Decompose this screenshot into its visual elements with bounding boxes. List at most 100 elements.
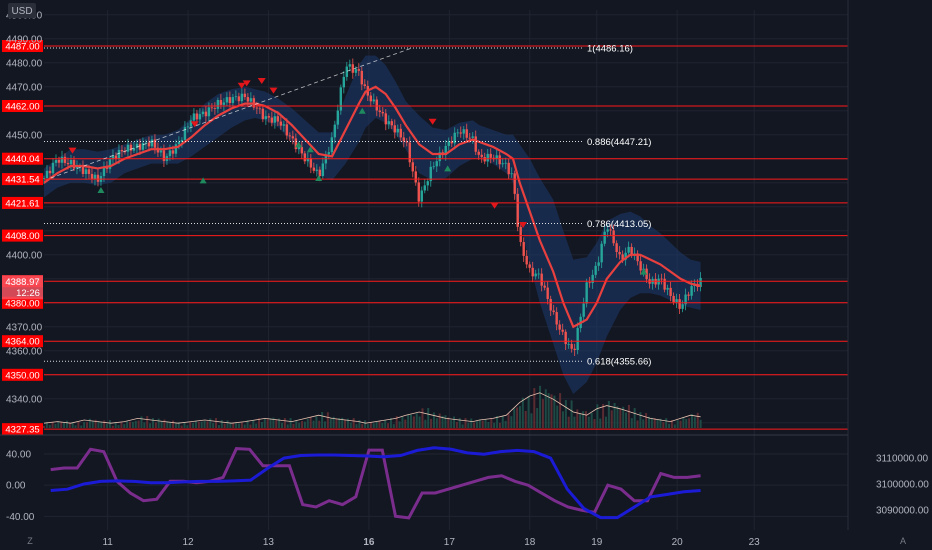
candle[interactable]: [192, 113, 196, 121]
fibonacci-levels[interactable]: 1(4486.16) 0.886(4447.21) 0.786(4413.05) 0.…: [44, 44, 651, 368]
candle[interactable]: [687, 294, 690, 296]
candle[interactable]: [501, 163, 504, 165]
candle[interactable]: [309, 158, 313, 168]
candle[interactable]: [615, 243, 618, 252]
candle[interactable]: [153, 139, 157, 148]
candle[interactable]: [423, 185, 426, 191]
candle[interactable]: [528, 264, 531, 268]
candle[interactable]: [120, 149, 124, 152]
auto-scale-button[interactable]: A: [900, 536, 906, 546]
candle[interactable]: [375, 99, 378, 111]
candle[interactable]: [258, 108, 262, 110]
candle[interactable]: [630, 246, 633, 255]
candle[interactable]: [342, 76, 346, 88]
candle[interactable]: [429, 166, 432, 182]
candle[interactable]: [435, 161, 438, 167]
candle[interactable]: [564, 331, 567, 345]
candle[interactable]: [525, 255, 528, 265]
candle[interactable]: [279, 121, 283, 126]
candle[interactable]: [690, 286, 693, 296]
candle[interactable]: [234, 96, 238, 98]
candle[interactable]: [534, 273, 537, 277]
candle[interactable]: [237, 96, 241, 102]
indicator-pane[interactable]: 40.00 0.00 -40.00 3110000.00 3100000.00 30900…: [6, 446, 929, 523]
candle[interactable]: [60, 156, 64, 163]
candle[interactable]: [654, 278, 657, 285]
candle[interactable]: [42, 178, 46, 179]
candle[interactable]: [669, 287, 672, 296]
candle[interactable]: [264, 116, 268, 120]
candle[interactable]: [144, 142, 148, 144]
candle[interactable]: [531, 267, 534, 277]
candle[interactable]: [627, 246, 630, 253]
candle[interactable]: [459, 132, 462, 134]
candle[interactable]: [66, 162, 70, 165]
candle[interactable]: [378, 110, 381, 112]
candle[interactable]: [207, 107, 211, 117]
candle[interactable]: [351, 64, 355, 73]
candle[interactable]: [396, 128, 399, 133]
candle[interactable]: [69, 160, 73, 165]
candle[interactable]: [360, 70, 364, 85]
candle[interactable]: [402, 137, 405, 142]
candle[interactable]: [339, 87, 343, 111]
candle[interactable]: [384, 113, 387, 125]
candle[interactable]: [267, 116, 271, 118]
candle[interactable]: [363, 84, 367, 86]
candle[interactable]: [594, 265, 597, 275]
candle[interactable]: [507, 162, 510, 175]
candle[interactable]: [543, 285, 546, 288]
candle[interactable]: [474, 136, 477, 152]
candle[interactable]: [387, 121, 390, 125]
candle[interactable]: [48, 170, 52, 174]
candle[interactable]: [513, 173, 516, 194]
candle[interactable]: [294, 138, 298, 150]
candle[interactable]: [357, 69, 361, 71]
candle[interactable]: [681, 304, 684, 309]
candle[interactable]: [141, 143, 145, 150]
candle[interactable]: [318, 169, 322, 177]
candle[interactable]: [186, 126, 190, 128]
candle[interactable]: [549, 298, 552, 311]
candle[interactable]: [312, 167, 316, 171]
candle[interactable]: [159, 150, 163, 153]
candle[interactable]: [408, 142, 411, 163]
candle[interactable]: [354, 69, 358, 73]
candle[interactable]: [444, 145, 447, 155]
candle[interactable]: [72, 160, 76, 169]
candle[interactable]: [483, 157, 486, 162]
candle[interactable]: [75, 166, 79, 169]
candle[interactable]: [381, 111, 384, 114]
candle[interactable]: [135, 143, 139, 148]
candle[interactable]: [303, 153, 307, 162]
candle[interactable]: [336, 110, 340, 125]
current-price-tag[interactable]: [2, 275, 43, 300]
candle[interactable]: [495, 155, 498, 160]
candle[interactable]: [213, 108, 217, 109]
timezone-button[interactable]: Z: [27, 536, 33, 546]
candle[interactable]: [132, 147, 136, 151]
candle[interactable]: [348, 64, 352, 67]
candle[interactable]: [189, 120, 193, 127]
candle[interactable]: [573, 348, 576, 351]
candle[interactable]: [111, 155, 115, 160]
currency-badge[interactable]: [8, 3, 36, 18]
candle[interactable]: [231, 97, 235, 104]
candle[interactable]: [489, 153, 492, 158]
candle[interactable]: [228, 97, 232, 104]
candle[interactable]: [90, 173, 94, 180]
candle[interactable]: [606, 229, 609, 232]
candle[interactable]: [450, 141, 453, 144]
candle[interactable]: [498, 155, 501, 165]
candle[interactable]: [243, 93, 247, 98]
candle[interactable]: [225, 97, 229, 103]
candle[interactable]: [297, 147, 301, 150]
horizontal-levels[interactable]: 4487.00 4462.00 4440.04 4431.54 4421.61 4408.…: [2, 40, 848, 436]
candle[interactable]: [198, 114, 202, 120]
candle[interactable]: [273, 116, 277, 123]
candle[interactable]: [603, 231, 606, 244]
candle[interactable]: [516, 193, 519, 227]
candle[interactable]: [345, 66, 349, 77]
candle[interactable]: [126, 144, 130, 152]
